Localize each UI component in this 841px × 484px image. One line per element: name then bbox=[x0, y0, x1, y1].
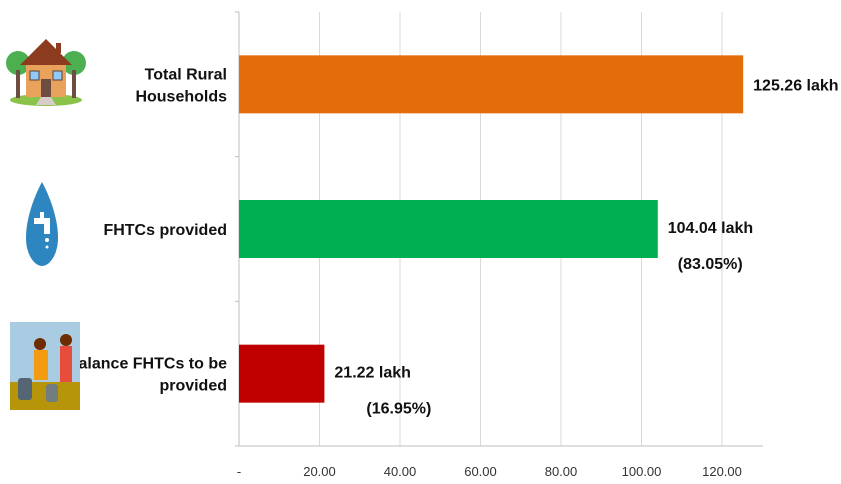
data-label: (83.05%) bbox=[678, 256, 743, 273]
category-label: Households bbox=[135, 88, 227, 105]
category-label: provided bbox=[159, 378, 227, 395]
x-tick-label: 100.00 bbox=[622, 464, 662, 479]
bar bbox=[239, 344, 325, 403]
data-label: (16.95%) bbox=[366, 401, 431, 418]
category-label: Total Rural bbox=[145, 66, 227, 83]
data-label: 21.22 lakh bbox=[334, 365, 411, 382]
bars bbox=[239, 55, 744, 403]
house-icon bbox=[6, 39, 86, 106]
bar bbox=[239, 200, 658, 258]
category-label: Balance FHTCs to be bbox=[67, 356, 227, 373]
water-tap-drop-icon bbox=[26, 182, 58, 266]
category-label: FHTCs provided bbox=[103, 222, 227, 239]
women-carrying-water-icon bbox=[10, 322, 80, 410]
data-label: 125.26 lakh bbox=[753, 77, 838, 94]
x-tick-labels: - 20.00 40.00 60.00 80.00 100.00 120.00 bbox=[237, 464, 742, 479]
labels: Total Rural Households 125.26 lakh FHTCs pr… bbox=[67, 66, 839, 417]
x-tick-label: 20.00 bbox=[303, 464, 336, 479]
x-tick-label: 120.00 bbox=[702, 464, 742, 479]
x-tick-label: 80.00 bbox=[545, 464, 578, 479]
x-tick-label: - bbox=[237, 464, 241, 479]
x-tick-label: 40.00 bbox=[384, 464, 417, 479]
data-label: 104.04 lakh bbox=[668, 220, 753, 237]
bar bbox=[239, 55, 744, 114]
x-tick-label: 60.00 bbox=[464, 464, 497, 479]
